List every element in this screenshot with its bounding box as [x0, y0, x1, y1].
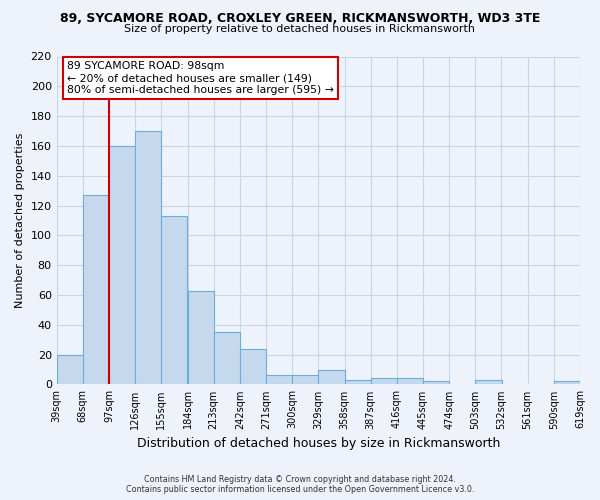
Y-axis label: Number of detached properties: Number of detached properties [15, 133, 25, 308]
Bar [397, 378, 423, 384]
Text: Contains HM Land Registry data © Crown copyright and database right 2024.
Contai: Contains HM Land Registry data © Crown c… [126, 474, 474, 494]
Bar [161, 216, 187, 384]
Bar [423, 382, 449, 384]
Bar [187, 290, 214, 384]
Bar [109, 146, 135, 384]
Bar [240, 348, 266, 384]
Text: 89, SYCAMORE ROAD, CROXLEY GREEN, RICKMANSWORTH, WD3 3TE: 89, SYCAMORE ROAD, CROXLEY GREEN, RICKMA… [60, 12, 540, 26]
Bar [554, 382, 580, 384]
X-axis label: Distribution of detached houses by size in Rickmansworth: Distribution of detached houses by size … [137, 437, 500, 450]
Bar [371, 378, 397, 384]
Text: 89 SYCAMORE ROAD: 98sqm
← 20% of detached houses are smaller (149)
80% of semi-d: 89 SYCAMORE ROAD: 98sqm ← 20% of detache… [67, 62, 334, 94]
Bar [83, 195, 109, 384]
Bar [319, 370, 344, 384]
Bar [475, 380, 502, 384]
Bar [135, 131, 161, 384]
Bar [214, 332, 240, 384]
Bar [292, 376, 319, 384]
Bar [344, 380, 371, 384]
Bar [266, 376, 292, 384]
Bar [56, 354, 83, 384]
Text: Size of property relative to detached houses in Rickmansworth: Size of property relative to detached ho… [125, 24, 476, 34]
